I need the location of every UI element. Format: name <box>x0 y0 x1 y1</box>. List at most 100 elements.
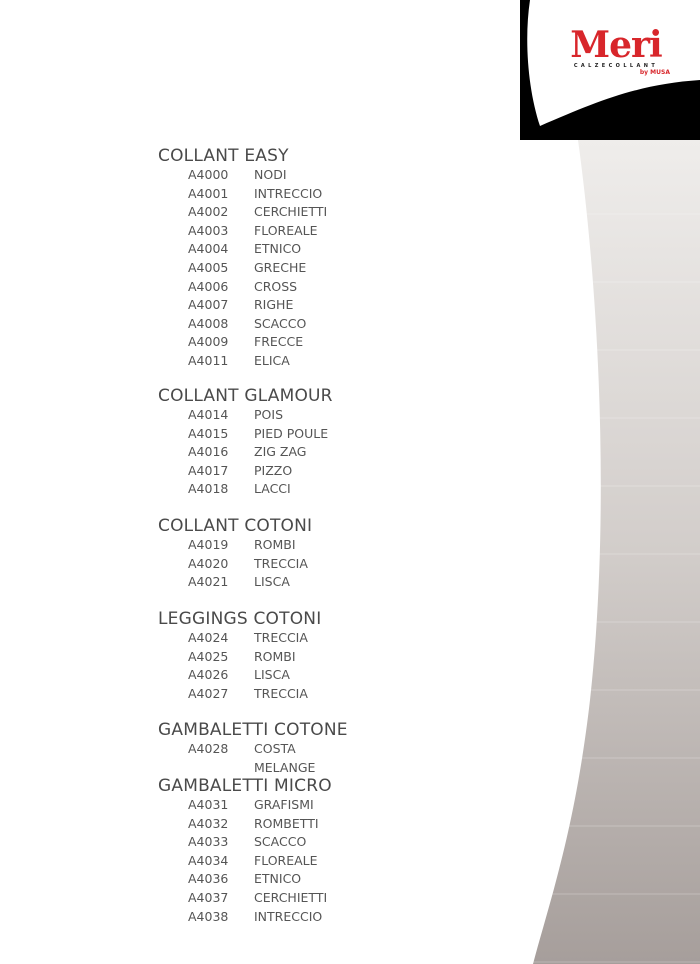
product-code: A4008 <box>188 315 229 331</box>
product-code: A4031 <box>188 797 229 812</box>
product-code: A4033 <box>188 834 229 850</box>
product-section: COLLANT EASY A4000 NODI A4001 INTRECCIO A4002… <box>158 146 327 371</box>
product-row: A4007 RIGHE <box>158 296 293 315</box>
product-row: A4024 TRECCIA <box>158 629 321 648</box>
product-row: A4026 LISCA <box>158 666 321 685</box>
product-name: CERCHIETTI <box>254 204 328 220</box>
product-row: A4036 ETNICO <box>158 870 332 889</box>
product-code: A4007 <box>188 297 229 313</box>
product-row: A4020 TRECCIA <box>158 555 312 574</box>
product-name: GRAFISMI <box>254 797 314 812</box>
product-name: INTRECCIO <box>254 185 323 201</box>
logo-by: by MUSA <box>639 69 670 76</box>
product-name: TRECCIA <box>254 555 308 571</box>
product-section: GAMBALETTI MICRO A4031 GRAFISMI A4032 ROMBET… <box>158 776 332 926</box>
product-name: LISCA <box>254 574 290 590</box>
product-row: A4017 PIZZO <box>158 462 333 481</box>
logo-tagline: CALZECOLLANT <box>573 63 659 69</box>
band-lines <box>520 213 700 963</box>
product-section: COLLANT COTONI A4019 ROMBI A4020 TRECCIA A402… <box>158 516 312 592</box>
product-name: FLOREALE <box>254 222 318 238</box>
product-code: A4038 <box>188 908 229 924</box>
section-title: GAMBALETTI COTONE <box>158 720 348 740</box>
product-code: A4037 <box>188 889 229 905</box>
product-name: SCACCO <box>254 315 307 331</box>
product-section: COLLANT GLAMOUR A4014 POIS A4015 PIED POULE A… <box>158 386 333 499</box>
product-code: A4003 <box>188 222 229 238</box>
product-row: A4031 GRAFISMI <box>158 796 332 815</box>
product-code: A4018 <box>188 481 229 497</box>
logo-brand: Meri <box>570 24 662 66</box>
product-row: A4016 ZIG ZAG <box>158 443 333 462</box>
product-name: TRECCIA <box>254 630 308 645</box>
product-name: LACCI <box>254 481 291 497</box>
product-section: GAMBALETTI COTONE A4028 COSTA MELANGE <box>158 720 348 775</box>
product-row: A4034 FLOREALE <box>158 852 332 871</box>
product-code: A4011 <box>188 352 229 368</box>
product-name: ROMBETTI <box>254 815 319 831</box>
product-code: A4002 <box>188 204 229 220</box>
section-title: COLLANT GLAMOUR <box>158 386 333 406</box>
product-code: A4015 <box>188 425 229 441</box>
product-name: ETNICO <box>254 871 302 887</box>
section-title: COLLANT EASY <box>158 146 289 166</box>
product-name: INTRECCIO <box>254 908 323 924</box>
product-code: A4020 <box>188 555 229 571</box>
product-row: A4033 SCACCO <box>158 833 332 852</box>
product-name: FLOREALE <box>254 852 318 868</box>
product-row: A4028 COSTA MELANGE <box>158 740 348 775</box>
product-row: A4011 ELICA <box>158 352 290 371</box>
gray-band-panel <box>533 140 700 964</box>
product-name: COSTA MELANGE <box>254 741 316 775</box>
product-code: A4034 <box>188 852 229 868</box>
product-name: LISCA <box>254 667 290 683</box>
product-name: NODI <box>254 167 287 182</box>
product-code: A4006 <box>188 278 229 294</box>
product-row: A4003 FLOREALE <box>158 222 318 241</box>
product-row: A4006 CROSS <box>158 278 297 297</box>
product-row: A4032 ROMBETTI <box>158 815 332 834</box>
product-code: A4005 <box>188 259 229 275</box>
product-row: A4009 FRECCE <box>158 333 303 352</box>
product-code: A4025 <box>188 648 229 664</box>
product-code: A4036 <box>188 871 229 887</box>
product-name: POIS <box>254 407 283 422</box>
product-row: A4008 SCACCO <box>158 315 306 334</box>
product-row: A4014 POIS <box>158 406 333 425</box>
product-name: TRECCIA <box>254 685 308 701</box>
product-code: A4009 <box>188 334 229 350</box>
product-row: A4018 LACCI <box>158 480 333 499</box>
product-name: SCACCO <box>254 834 307 850</box>
product-row: A4019 ROMBI <box>158 536 312 555</box>
product-row: A4004 ETNICO <box>158 240 301 259</box>
product-section: LEGGINGS COTONI A4024 TRECCIA A4025 ROMBI A40… <box>158 609 321 703</box>
product-name: PIED POULE <box>254 425 329 441</box>
product-name: GRECHE <box>254 259 307 275</box>
product-row: A4038 INTRECCIO <box>158 908 332 927</box>
product-code: A4000 <box>188 167 229 182</box>
product-name: ROMBI <box>254 537 296 552</box>
product-row: A4027 TRECCIA <box>158 685 321 704</box>
product-name: CROSS <box>254 278 298 294</box>
product-name: PIZZO <box>254 462 293 478</box>
product-code: A4026 <box>188 667 229 683</box>
section-title: GAMBALETTI MICRO <box>158 776 332 796</box>
meri-logo: Meri CALZECOLLANT by MUSA <box>556 26 676 76</box>
product-code: A4019 <box>188 537 229 552</box>
product-row: A4037 CERCHIETTI <box>158 889 332 908</box>
product-row: A4015 PIED POULE <box>158 425 333 444</box>
product-name: RIGHE <box>254 297 294 313</box>
product-code: A4028 <box>188 741 229 756</box>
white-curve-shape <box>527 0 700 126</box>
product-code: A4014 <box>188 407 229 422</box>
product-row: A4001 INTRECCIO <box>158 185 322 204</box>
product-name: ETNICO <box>254 241 302 257</box>
product-code: A4017 <box>188 462 229 478</box>
product-name: ELICA <box>254 352 290 368</box>
product-code: A4027 <box>188 685 229 701</box>
product-code: A4032 <box>188 815 229 831</box>
product-name: CERCHIETTI <box>254 889 328 905</box>
product-code: A4024 <box>188 630 229 645</box>
product-code: A4004 <box>188 241 229 257</box>
